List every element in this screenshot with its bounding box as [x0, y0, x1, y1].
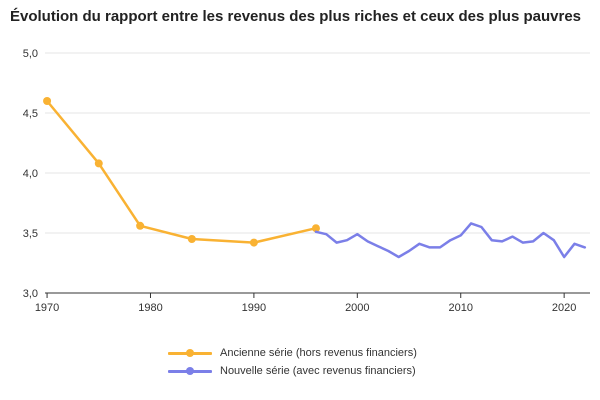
legend: Ancienne série (hors revenus financiers)… [168, 344, 417, 380]
legend-swatch-nouvelle-serie [168, 365, 212, 377]
data-point-series-0 [187, 235, 196, 243]
y-tick-label: 3,0 [23, 288, 38, 300]
y-tick-label: 3,5 [23, 228, 38, 240]
data-point-series-0 [136, 221, 145, 230]
data-point-series-0 [43, 97, 52, 105]
series-line-1 [314, 222, 587, 259]
y-tick-label: 5,0 [23, 48, 38, 60]
data-point-series-0 [249, 238, 258, 247]
x-tick-label: 1990 [242, 302, 266, 314]
x-tick-label: 2020 [552, 302, 576, 314]
data-point-series-0 [94, 159, 103, 168]
data-point-series-0 [311, 224, 320, 233]
series-line-0 [45, 99, 318, 244]
chart-title: Évolution du rapport entre les revenus d… [10, 8, 582, 25]
legend-label-ancienne-serie: Ancienne série (hors revenus financiers) [220, 347, 417, 359]
x-tick-label: 1970 [35, 302, 59, 314]
x-tick-label: 2000 [345, 302, 369, 314]
legend-item-ancienne-serie[interactable]: Ancienne série (hors revenus financiers) [168, 344, 417, 362]
legend-label-nouvelle-serie: Nouvelle série (avec revenus financiers) [220, 365, 416, 377]
legend-item-nouvelle-serie[interactable]: Nouvelle série (avec revenus financiers) [168, 362, 417, 380]
x-tick-label: 2010 [448, 302, 472, 314]
y-tick-label: 4,0 [23, 168, 38, 180]
legend-swatch-ancienne-serie [168, 347, 212, 359]
y-tick-label: 4,5 [23, 108, 38, 120]
x-tick-label: 1980 [138, 302, 162, 314]
